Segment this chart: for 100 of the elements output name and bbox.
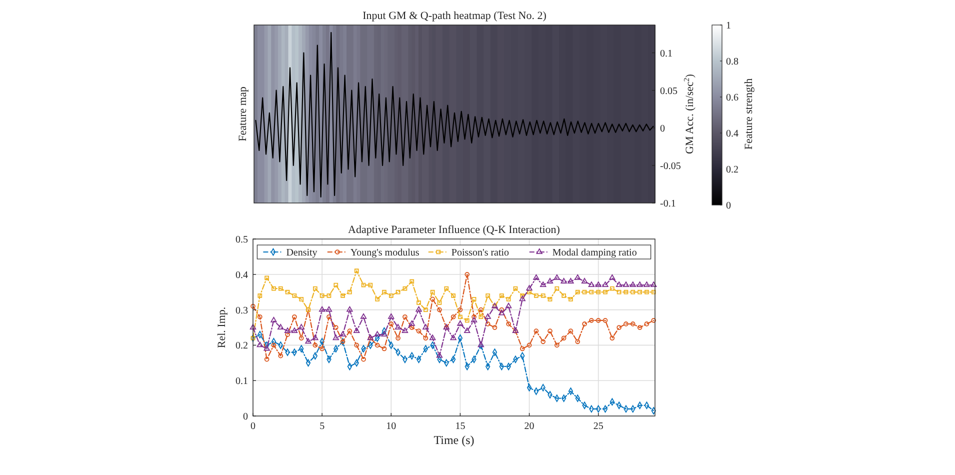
point [271,342,276,348]
point [540,293,546,298]
point [464,272,470,277]
point [505,302,512,308]
point [596,318,601,323]
point [299,297,304,302]
point [485,322,490,326]
point [258,293,262,298]
point [554,274,560,280]
point [548,297,552,302]
point [361,356,366,362]
point [520,293,525,298]
point [506,297,511,302]
point [589,290,594,294]
legend-label: Young's modulus [350,248,420,258]
point [334,282,338,288]
point [285,332,290,337]
point [422,324,429,330]
point [602,282,608,287]
legend-label: Density [286,248,318,258]
point [402,314,408,320]
y-tick-label: 0.1 [236,376,248,388]
point [561,336,566,341]
point [347,328,352,334]
point [470,316,478,322]
point [458,314,462,320]
point [499,293,504,298]
color-bar-label: 0.6 [726,92,738,104]
point [554,342,560,348]
point [264,345,270,351]
chart-title: Adaptive Parameter Influence (Q-K Interaction) [348,224,560,236]
point [444,286,449,291]
point [430,296,435,302]
point [554,286,560,291]
point [472,297,476,302]
point [258,314,262,320]
point [396,290,400,294]
point [457,320,464,326]
point [616,282,622,287]
point [320,346,324,352]
point [270,316,277,322]
point [638,290,642,294]
color-bar-title: Feature strength [743,78,755,150]
point [381,331,388,337]
point [333,325,338,330]
point [450,314,456,320]
point [256,342,263,348]
point [568,388,574,395]
point [610,336,615,341]
point [610,286,614,291]
color-bar-label: 0 [726,200,731,212]
color-bar-label: 0.8 [726,56,738,68]
point [534,388,539,395]
point [250,304,256,309]
point [499,307,504,312]
point [651,290,656,294]
point [312,334,318,340]
point [492,325,498,330]
point [520,346,525,352]
point [346,306,353,312]
point [388,313,394,319]
point [284,328,291,334]
point [581,278,588,284]
point [394,324,402,330]
point [582,290,587,294]
x-axis-title: Time (s) [434,433,474,447]
point [272,286,276,291]
point [548,328,552,334]
x-tick-label: 5 [320,421,325,432]
point [644,290,649,294]
point [616,325,622,330]
point [354,342,360,348]
point [423,336,428,341]
y-tick-label: -0.1 [660,198,676,210]
point [424,308,428,312]
point [498,310,505,316]
point [568,278,574,284]
point [437,300,442,305]
point [651,318,656,323]
point [402,328,408,334]
point [603,290,608,294]
point [374,331,380,337]
point [348,290,352,294]
point [291,328,298,334]
point [430,334,436,340]
point [374,342,380,348]
point [575,339,580,344]
y-tick-label: -0.05 [660,160,681,172]
y-tick-label: 0.5 [236,234,248,246]
point [285,290,290,294]
point [361,282,366,288]
point [332,334,339,340]
point [451,293,456,298]
point [458,307,463,312]
point [318,306,326,312]
point [602,318,608,323]
point [534,293,538,298]
point [278,324,284,330]
point [354,328,360,334]
point [568,297,573,302]
